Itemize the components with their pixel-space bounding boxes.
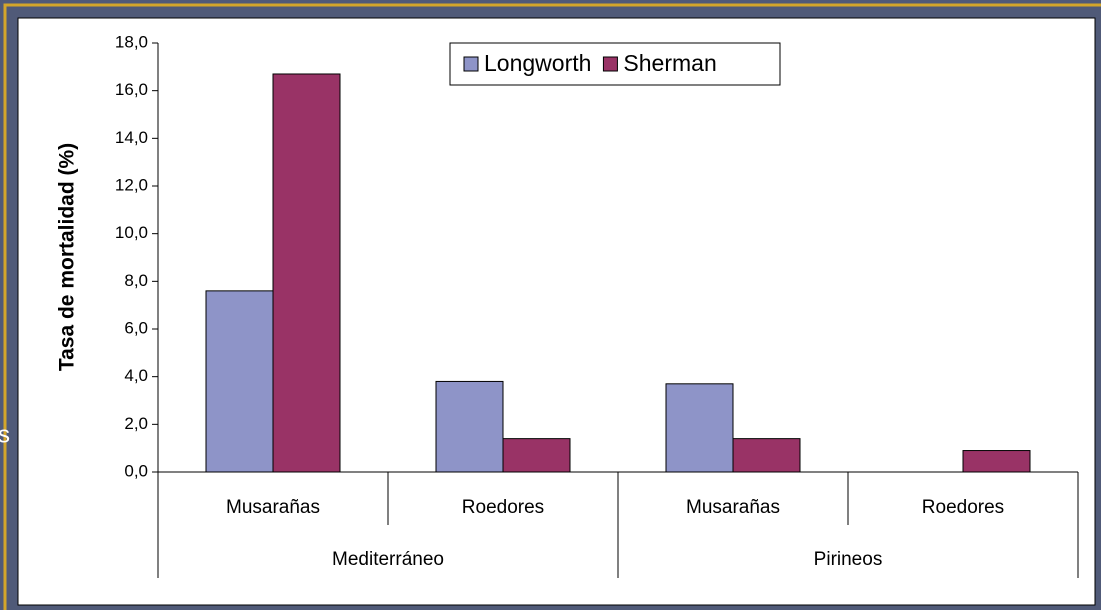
group-label: Pirineos bbox=[814, 549, 883, 570]
legend-label: Longworth bbox=[484, 50, 591, 76]
y-tick-label: 2,0 bbox=[124, 414, 148, 433]
y-tick-label: 0,0 bbox=[124, 461, 148, 480]
y-tick-label: 16,0 bbox=[115, 80, 148, 99]
bar bbox=[665, 383, 734, 473]
bar bbox=[502, 438, 571, 473]
x-tick-label: Musarañas bbox=[686, 497, 780, 518]
group-label: Mediterráneo bbox=[332, 549, 444, 570]
y-tick-label: 10,0 bbox=[115, 223, 148, 242]
frame bbox=[3, 3, 1101, 610]
x-tick-label: Roedores bbox=[462, 497, 544, 518]
y-tick-label: 4,0 bbox=[124, 366, 148, 385]
bar bbox=[435, 380, 504, 473]
bar bbox=[272, 73, 341, 473]
y-tick-label: 6,0 bbox=[124, 318, 148, 337]
legend-label: Sherman bbox=[623, 50, 716, 76]
y-tick-label: 8,0 bbox=[124, 271, 148, 290]
y-tick-label: 12,0 bbox=[115, 175, 148, 194]
legend-swatch bbox=[602, 56, 618, 72]
bar bbox=[205, 290, 274, 473]
y-axis-title: Tasa de mortalidad (%) bbox=[56, 143, 79, 371]
bar bbox=[962, 450, 1031, 473]
chart-area bbox=[17, 17, 1096, 606]
x-tick-label: Musarañas bbox=[226, 497, 320, 518]
y-tick-label: 14,0 bbox=[115, 128, 148, 147]
bar bbox=[732, 438, 801, 473]
legend-swatch bbox=[463, 56, 479, 72]
y-tick-label: 18,0 bbox=[115, 32, 148, 51]
side-text: s bbox=[0, 421, 10, 448]
x-tick-label: Roedores bbox=[922, 497, 1004, 518]
